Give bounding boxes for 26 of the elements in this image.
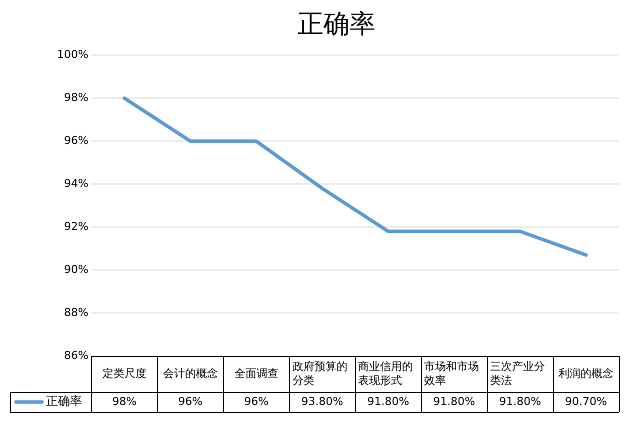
data-label: 91.80% — [433, 394, 476, 408]
y-tick-label: 96% — [64, 134, 88, 147]
y-tick-label: 94% — [64, 176, 88, 190]
data-label: 93.80% — [301, 394, 344, 408]
x-tick-label: 定类尺度 — [102, 366, 146, 380]
y-tick-label: 90% — [64, 262, 88, 276]
data-label: 98% — [112, 394, 137, 408]
data-label: 96% — [244, 394, 269, 408]
x-tick-label: 商业信用的表现形式 — [358, 360, 414, 387]
x-tick-label: 会计的概念 — [162, 366, 218, 380]
y-tick-label: 98% — [64, 91, 88, 104]
data-label: 90.70% — [565, 394, 608, 408]
x-tick-label: 三次产业分类法 — [490, 360, 546, 387]
x-tick-label: 政府预算的分类 — [292, 360, 348, 387]
x-tick-label: 全面调查 — [234, 366, 278, 380]
data-label: 96% — [178, 394, 203, 408]
legend-label: 正确率 — [46, 394, 82, 408]
y-tick-label: 88% — [64, 306, 88, 319]
y-tick-label: 100% — [56, 48, 88, 62]
x-tick-label: 市场和市场效率 — [424, 360, 480, 387]
x-tick-label: 利润的概念 — [558, 366, 614, 380]
y-tick-label: 92% — [64, 220, 88, 233]
chart-title: 正确率 — [298, 9, 376, 40]
data-label: 91.80% — [367, 394, 410, 408]
y-tick-label: 86% — [64, 348, 88, 362]
data-label: 91.80% — [499, 394, 542, 408]
